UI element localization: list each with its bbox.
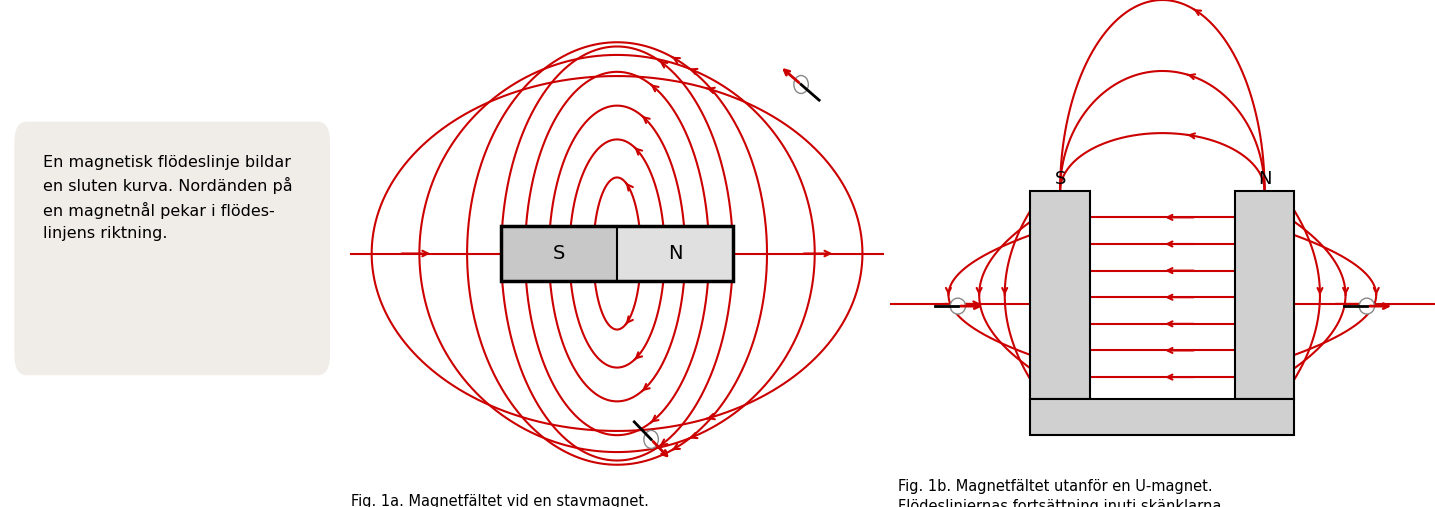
Circle shape (1359, 298, 1375, 314)
Text: S: S (1055, 170, 1066, 188)
Text: N: N (1258, 170, 1271, 188)
Bar (1234, 191, 1294, 400)
FancyBboxPatch shape (14, 122, 330, 375)
Text: S: S (552, 244, 565, 263)
Text: N: N (667, 244, 682, 263)
Text: Fig. 1a. Magnetfältet vid en stavmagnet.
Alla flödeslinjer är slutna kurvor.: Fig. 1a. Magnetfältet vid en stavmagnet.… (352, 494, 649, 507)
Bar (1030, 191, 1091, 400)
Bar (501, 227, 617, 280)
Bar (501, 227, 733, 280)
Text: Fig. 1b. Magnetfältet utanför en U-magnet.
Flödeslinjernas fortsättning inuti sk: Fig. 1b. Magnetfältet utanför en U-magne… (898, 479, 1221, 507)
Text: En magnetisk flödeslinje bildar
en sluten kurva. Nordänden på
en magnetnål pekar: En magnetisk flödeslinje bildar en slute… (43, 155, 293, 241)
Bar (617, 227, 733, 280)
Circle shape (794, 76, 808, 93)
Circle shape (950, 298, 966, 314)
Bar (501, 227, 733, 280)
Bar (1030, 400, 1294, 435)
Circle shape (644, 430, 659, 448)
